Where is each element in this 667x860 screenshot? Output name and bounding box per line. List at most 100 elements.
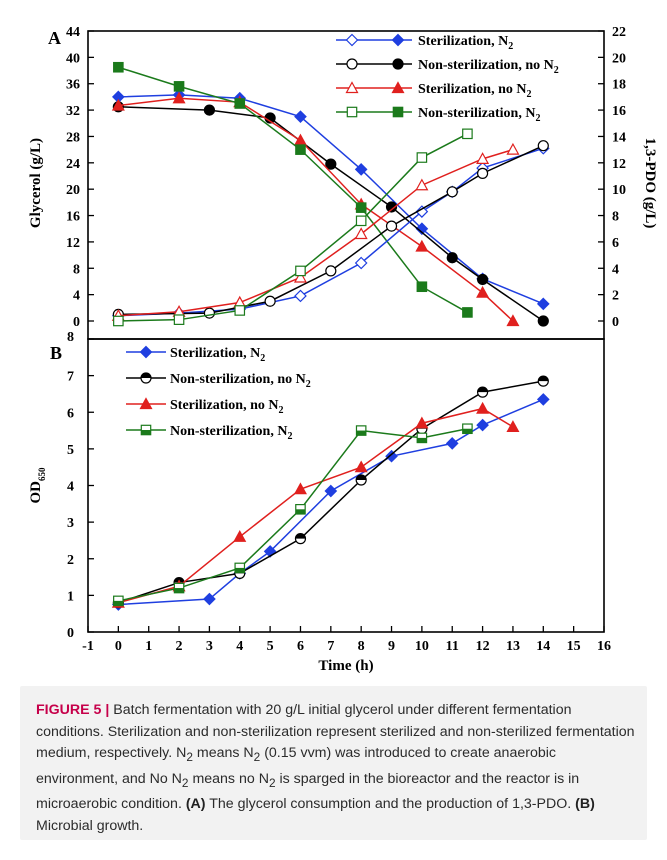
glycerol-point — [415, 222, 429, 236]
legend-marker-open — [346, 106, 358, 118]
caption-text-b: Microbial growth. — [36, 817, 144, 834]
panel-a-legend-item: Non-sterilization, N2 — [336, 106, 540, 124]
panel-b-ytick-label: 5 — [67, 443, 74, 458]
legend-label: Non-sterilization, no N2 — [418, 58, 559, 76]
panel-a-y2tick-label: 8 — [612, 210, 619, 225]
glycerol-point — [476, 285, 490, 298]
panel-b-xtick-label: 9 — [388, 639, 395, 654]
panel-a-ytick-label: 16 — [66, 210, 80, 225]
glycerol-point — [293, 133, 307, 146]
pdo-point — [173, 314, 185, 325]
panel-a-ytick-label: 40 — [66, 51, 80, 66]
od-point — [113, 595, 124, 607]
panel-b-ytick-label: 7 — [67, 370, 74, 385]
panel-a-ytick-label: 28 — [66, 130, 80, 145]
panel-b-xlabel: Time (h) — [318, 658, 373, 674]
glycerol-point — [173, 81, 185, 92]
panel-a-y2tick-label: 18 — [612, 78, 626, 93]
pdo-point — [476, 152, 490, 164]
legend-marker-fill — [141, 430, 151, 435]
glycerol-point — [446, 252, 458, 264]
pdo-point — [295, 265, 306, 277]
legend-marker — [140, 372, 152, 384]
caption-text-5: is sparged in the bioreactor and the rea… — [36, 770, 580, 813]
caption-n2-3: N2 — [171, 770, 189, 790]
od-point-fill — [356, 430, 366, 436]
od-line-3 — [118, 427, 468, 602]
panel-b-xtick-label: 12 — [476, 639, 490, 654]
panel-a-ytick-label: 36 — [66, 78, 80, 93]
pdo-point — [446, 186, 458, 198]
legend-label-sub: 2 — [554, 65, 559, 76]
od-point — [324, 484, 338, 498]
legend-label: Non-sterilization, N2 — [170, 424, 292, 442]
legend-label-sub: 2 — [260, 353, 265, 364]
od-point — [234, 562, 246, 574]
panel-b-xtick-label: -1 — [82, 639, 94, 654]
pdo-point — [355, 215, 367, 227]
legend-label: Sterilization, no N2 — [418, 82, 532, 100]
pdo-series-2 — [111, 142, 520, 321]
caption-n2-4: N2 — [258, 770, 276, 790]
caption-box: FIGURE 5 | Batch fermentation with 20 g/… — [20, 686, 647, 840]
glycerol-point — [234, 98, 246, 109]
panel-a-y2tick-label: 10 — [612, 183, 626, 198]
od-point-fill — [356, 475, 367, 481]
legend-marker-fill — [141, 373, 151, 378]
pdo-point — [293, 270, 307, 283]
od-point — [203, 592, 216, 606]
legend-label-main: Non-sterilization, no N — [170, 372, 306, 387]
panel-b-xtick-label: 8 — [358, 639, 365, 654]
legend-label: Sterilization, N2 — [170, 346, 265, 364]
panel-a-legend-item: Sterilization, no N2 — [336, 81, 532, 100]
figure-chart: AB04812162024283236404402468101214161820… — [28, 25, 658, 674]
pdo-series-1 — [112, 140, 549, 321]
panel-b-xtick-label: 5 — [267, 639, 274, 654]
od-point-fill — [462, 428, 473, 434]
glycerol-point — [295, 144, 306, 155]
pdo-point — [415, 205, 429, 218]
legend-label: Sterilization, N2 — [418, 34, 513, 52]
glycerol-point — [385, 201, 398, 213]
panel-b-legend-item: Sterilization, N2 — [126, 345, 265, 364]
caption-text-3: (0.15 vvm) was introduced to create anae… — [36, 745, 556, 787]
od-point-fill — [538, 376, 549, 382]
legend-label: Non-sterilization, no N2 — [170, 372, 311, 390]
pdo-point — [294, 289, 307, 303]
panel-b-frame — [87, 338, 605, 633]
pdo-point — [234, 305, 246, 316]
glycerol-line-1 — [118, 106, 544, 322]
panel-b-xtick-label: 2 — [176, 639, 183, 654]
panel-a-legend-item: Non-sterilization, no N2 — [336, 58, 559, 76]
od-point — [295, 504, 306, 515]
legend-marker — [140, 424, 152, 436]
caption-text-a: The glycerol consumption and the product… — [205, 796, 576, 813]
pdo-point — [416, 152, 428, 163]
panel-b-ytick-label: 8 — [67, 330, 74, 345]
legend-marker-open — [345, 81, 359, 94]
panel-a-ytick-label: 4 — [73, 289, 80, 304]
panel-b-ytick-label: 1 — [67, 589, 74, 604]
od-line-1 — [118, 380, 544, 604]
legend-label-main: Non-sterilization, no N — [418, 58, 554, 73]
legend-label-sub: 2 — [527, 89, 532, 100]
panel-a-y2tick-label: 2 — [612, 289, 619, 304]
legend-label-sub: 2 — [287, 431, 292, 442]
panel-b-xtick-label: 13 — [506, 639, 520, 654]
glycerol-point — [203, 104, 216, 116]
panel-b-xtick-label: 16 — [597, 639, 611, 654]
od-point — [415, 416, 429, 429]
panel-a-y2tick-label: 0 — [612, 315, 619, 330]
pdo-point — [462, 128, 473, 140]
caption-panel-b-label: (B) — [575, 796, 595, 813]
legend-marker-filled — [391, 33, 405, 47]
figure-caption: FIGURE 5 | Batch fermentation with 20 g/… — [36, 700, 638, 837]
legend-label-main: Sterilization, no N — [418, 82, 527, 97]
glycerol-point — [111, 98, 125, 111]
panel-a-ytick-label: 12 — [66, 236, 80, 251]
panel-b-ylabel-main: OD — [28, 481, 44, 504]
pdo-line-1 — [118, 144, 544, 316]
panel-a-legend-item: Sterilization, N2 — [336, 33, 513, 52]
od-point-fill — [113, 600, 124, 606]
panel-a-y2tick-label: 14 — [612, 130, 626, 145]
